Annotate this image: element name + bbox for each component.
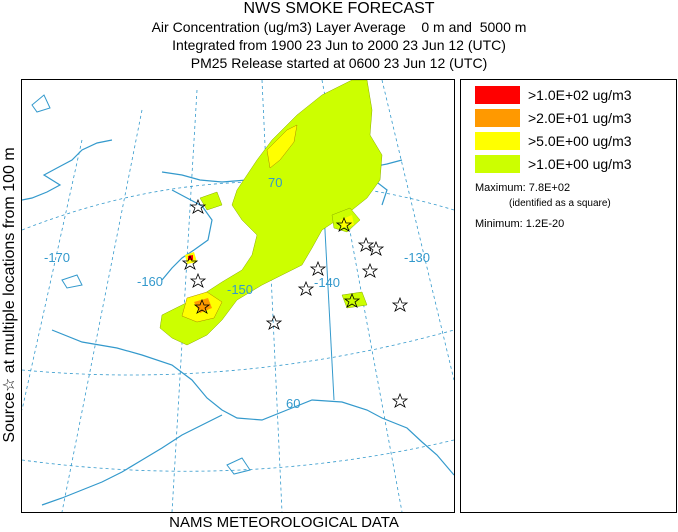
plume-contour-mid-north [266, 124, 298, 169]
coastline-south [51, 329, 454, 476]
longitude-label: -150 [227, 282, 253, 297]
source-star [391, 392, 409, 408]
source-star [361, 262, 379, 278]
legend-label-3: >5.0E+00 ug/m3 [528, 133, 632, 149]
source-star [193, 298, 211, 314]
island-st-lawrence [61, 274, 83, 289]
islands [31, 94, 251, 475]
map-title: NWS SMOKE FORECAST [243, 0, 435, 17]
latitude-line-65 [22, 329, 454, 376]
source-star [391, 296, 409, 312]
legend-label-2: >2.0E+01 ug/m3 [528, 110, 632, 126]
legend-swatch-1 [475, 86, 520, 104]
source-label: Source☆ at multiple locations from 100 m [1, 147, 18, 443]
coastline-west [161, 189, 213, 281]
longitude-label: -140 [314, 275, 340, 290]
data-source-label: NAMS METEOROLOGICAL DATA [169, 514, 399, 531]
graticule-labels: -170 -160 -150 -140 -130 70 60 [44, 175, 430, 411]
longitude-line-130 [381, 80, 454, 381]
legend-label-1: >1.0E+02 ug/m3 [528, 87, 632, 103]
longitude-line-170 [61, 109, 143, 512]
legend-swatch-2 [475, 109, 520, 127]
source-star [367, 240, 385, 256]
longitude-line-180 [22, 139, 83, 411]
latitude-lines [22, 181, 454, 472]
legend-swatch-3 [475, 132, 520, 150]
coastline-chukotka [22, 139, 113, 201]
source-markers [181, 198, 409, 408]
island-wrangel [31, 94, 51, 113]
source-star [189, 272, 207, 288]
longitude-line-160 [171, 89, 198, 512]
minimum-value: Minimum: 1.2E-20 [475, 218, 565, 230]
longitude-label: -130 [404, 250, 430, 265]
legend-label-4: >1.0E+00 ug/m3 [528, 156, 632, 172]
maximum-value: Maximum: 7.8E+02 [475, 182, 571, 194]
legend-swatch-4 [475, 155, 520, 173]
source-star [309, 260, 327, 276]
maximum-note: (identified as a square) [509, 198, 611, 209]
subtitle-concentration: Air Concentration (ug/m3) Layer Average … [151, 19, 527, 35]
latitude-line-60 [22, 439, 454, 472]
source-star [189, 198, 207, 214]
subtitle-integration-period: Integrated from 1900 23 Jun to 2000 23 J… [172, 37, 506, 53]
plume-contour-east-mid [340, 215, 354, 228]
longitude-label: -160 [137, 274, 163, 289]
plume-contour-low [159, 80, 383, 346]
source-star [343, 292, 361, 308]
source-star [357, 236, 375, 252]
source-star [297, 280, 315, 296]
island-kodiak [226, 457, 251, 475]
longitude-label: -170 [44, 250, 70, 265]
map-svg: -170 -160 -150 -140 -130 70 60 [22, 80, 454, 512]
legend-panel: >1.0E+02 ug/m3 >2.0E+01 ug/m3 >5.0E+00 u… [460, 79, 677, 513]
subtitle-release-start: PM25 Release started at 0600 23 Jun 12 (… [190, 55, 488, 71]
latitude-label: 60 [286, 396, 300, 411]
latitude-line-70 [22, 181, 454, 231]
latitude-label: 70 [268, 175, 282, 190]
source-star [181, 254, 199, 270]
plume-contour-west [199, 191, 223, 211]
source-star [335, 216, 353, 232]
map-panel: -170 -160 -150 -140 -130 70 60 [21, 79, 455, 513]
source-star [265, 314, 283, 330]
coastline-peninsula [41, 414, 223, 506]
